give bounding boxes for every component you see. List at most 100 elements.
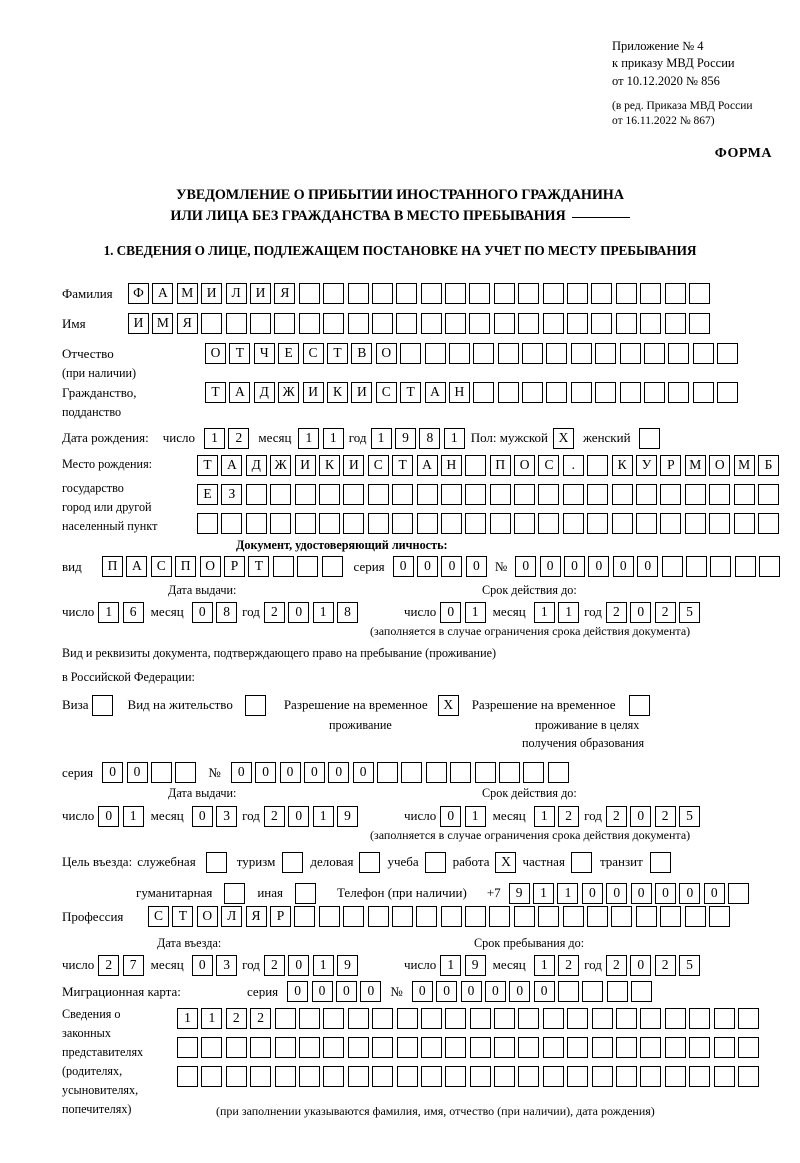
char-cell[interactable]: 2 [263,806,285,827]
char-cell[interactable] [323,313,345,334]
char-cell[interactable] [664,283,686,304]
char-cell[interactable] [638,428,660,449]
char-cell[interactable] [499,762,521,783]
char-cell[interactable] [688,283,710,304]
char-cell[interactable]: А [416,455,438,476]
char-cell[interactable]: С [538,455,560,476]
char-cell[interactable] [367,513,389,534]
char-cell[interactable] [274,1008,296,1029]
char-cell[interactable] [450,762,472,783]
char-cell[interactable] [570,382,592,403]
char-cell[interactable]: И [201,283,223,304]
char-cell[interactable]: 1 [533,955,555,976]
char-cell[interactable] [636,484,658,505]
char-cell[interactable] [323,1037,345,1058]
char-cell[interactable] [294,906,316,927]
char-cell[interactable]: X [552,428,574,449]
char-cell[interactable]: 0 [191,955,213,976]
char-cell[interactable] [420,313,442,334]
char-cell[interactable]: 0 [335,981,357,1002]
char-cell[interactable]: А [152,283,174,304]
char-cell[interactable] [595,343,617,364]
char-cell[interactable]: 0 [630,806,652,827]
char-cell[interactable] [298,283,320,304]
char-cell[interactable] [640,1037,662,1058]
char-cell[interactable] [542,1008,564,1029]
char-cell[interactable]: 2 [558,806,580,827]
char-cell[interactable]: Л [221,906,243,927]
char-cell[interactable] [343,906,365,927]
char-cell[interactable] [538,906,560,927]
char-cell[interactable] [448,343,470,364]
char-cell[interactable]: 1 [464,602,486,623]
char-cell[interactable] [570,343,592,364]
char-cell[interactable] [664,1037,686,1058]
char-cell[interactable]: А [221,455,243,476]
char-cell[interactable] [323,1066,345,1087]
char-cell[interactable] [318,513,340,534]
char-cell[interactable]: 1 [312,602,334,623]
char-cell[interactable]: 1 [443,428,465,449]
char-cell[interactable]: 0 [539,556,561,577]
char-cell[interactable] [660,484,682,505]
char-cell[interactable]: 2 [263,955,285,976]
char-cell[interactable] [591,313,613,334]
char-cell[interactable] [497,382,519,403]
char-cell[interactable] [649,852,671,873]
char-cell[interactable] [392,484,414,505]
char-cell[interactable] [542,283,564,304]
char-cell[interactable]: 0 [564,556,586,577]
char-cell[interactable]: И [351,382,373,403]
char-cell[interactable] [547,762,569,783]
char-cell[interactable] [221,513,243,534]
char-cell[interactable] [497,343,519,364]
purpose-official-checkbox[interactable] [205,852,227,873]
char-cell[interactable]: 2 [558,955,580,976]
char-cell[interactable]: 1 [440,955,462,976]
char-cell[interactable]: 0 [515,556,537,577]
char-cell[interactable] [489,906,511,927]
char-cell[interactable] [270,484,292,505]
char-cell[interactable] [493,283,515,304]
char-cell[interactable] [582,981,604,1002]
char-cell[interactable]: А [424,382,446,403]
char-cell[interactable]: И [128,313,149,334]
char-cell[interactable] [619,382,641,403]
char-cell[interactable]: 9 [508,883,530,904]
char-cell[interactable] [224,883,246,904]
char-cell[interactable] [591,1037,613,1058]
char-cell[interactable] [635,906,657,927]
char-cell[interactable]: М [684,455,706,476]
char-cell[interactable]: Ж [278,382,300,403]
char-cell[interactable]: Т [197,455,218,476]
char-cell[interactable] [367,484,389,505]
char-cell[interactable] [640,313,662,334]
char-cell[interactable]: 2 [263,602,285,623]
char-cell[interactable] [757,484,779,505]
char-cell[interactable] [445,1008,467,1029]
char-cell[interactable] [489,513,511,534]
char-cell[interactable] [587,484,609,505]
char-cell[interactable]: 2 [228,428,250,449]
char-cell[interactable] [294,484,316,505]
edu-residence-checkbox[interactable] [628,695,650,716]
char-cell[interactable]: 2 [225,1008,247,1029]
char-cell[interactable]: И [249,283,271,304]
char-cell[interactable]: З [221,484,243,505]
char-cell[interactable]: О [375,343,397,364]
char-cell[interactable] [591,1066,613,1087]
birth-place-boxes-3[interactable] [197,513,779,534]
temp-residence-checkbox[interactable]: X [437,695,459,716]
purpose-work-checkbox[interactable]: X [495,852,517,873]
char-cell[interactable] [440,906,462,927]
char-cell[interactable] [371,313,393,334]
char-cell[interactable] [640,283,662,304]
